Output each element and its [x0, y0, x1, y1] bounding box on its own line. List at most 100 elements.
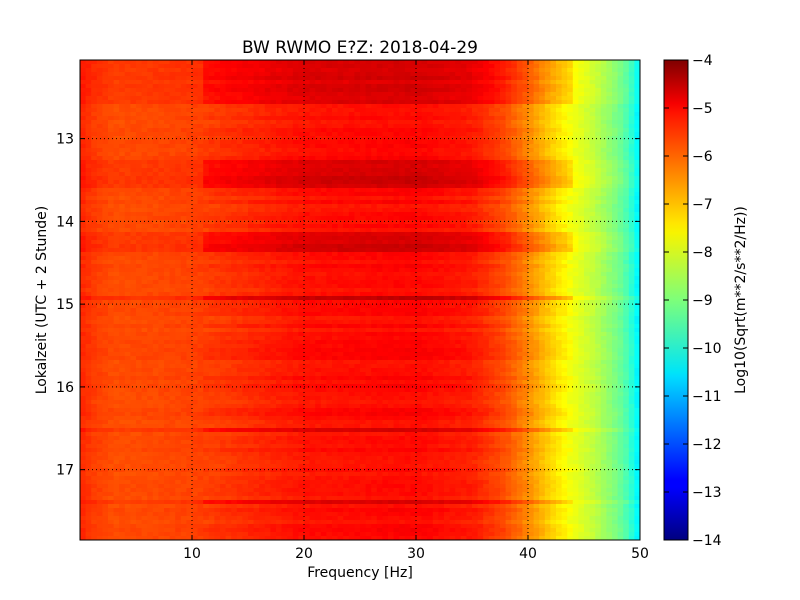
heatmap-cell — [449, 176, 456, 181]
heatmap-cell — [80, 176, 87, 181]
heatmap-cell — [432, 128, 439, 133]
heatmap-cell — [96, 228, 103, 233]
heatmap-cell — [416, 196, 423, 201]
heatmap-cell — [421, 160, 428, 165]
heatmap-cell — [432, 132, 439, 137]
heatmap-cell — [276, 104, 283, 109]
heatmap-cell — [628, 112, 635, 117]
heatmap-cell — [393, 180, 400, 185]
heatmap-cell — [220, 184, 227, 189]
heatmap-cell — [348, 72, 355, 77]
heatmap-cell — [539, 124, 546, 129]
heatmap-cell — [152, 88, 159, 93]
heatmap-cell — [108, 120, 115, 125]
heatmap-cell — [600, 88, 607, 93]
heatmap-cell — [427, 204, 434, 209]
heatmap-cell — [220, 132, 227, 137]
heatmap-cell — [175, 168, 182, 173]
heatmap-cell — [264, 80, 271, 85]
heatmap-cell — [253, 240, 260, 245]
heatmap-cell — [584, 232, 591, 237]
heatmap-cell — [337, 236, 344, 241]
heatmap-cell — [617, 124, 624, 129]
heatmap-cell — [600, 64, 607, 69]
heatmap-cell — [102, 136, 109, 141]
heatmap-cell — [371, 252, 378, 257]
heatmap-cell — [147, 232, 154, 237]
heatmap-cell — [298, 140, 305, 145]
heatmap-cell — [511, 224, 518, 229]
heatmap-cell — [449, 240, 456, 245]
heatmap-cell — [337, 100, 344, 105]
heatmap-cell — [220, 256, 227, 261]
heatmap-cell — [130, 144, 137, 149]
heatmap-cell — [253, 132, 260, 137]
heatmap-cell — [572, 188, 579, 193]
heatmap-cell — [589, 252, 596, 257]
heatmap-cell — [91, 220, 98, 225]
heatmap-cell — [214, 212, 221, 217]
heatmap-cell — [421, 128, 428, 133]
heatmap-cell — [623, 248, 630, 253]
heatmap-cell — [175, 160, 182, 165]
heatmap-cell — [376, 196, 383, 201]
heatmap-cell — [248, 108, 255, 113]
heatmap-cell — [572, 64, 579, 69]
heatmap-cell — [264, 224, 271, 229]
heatmap-cell — [404, 84, 411, 89]
heatmap-cell — [477, 160, 484, 165]
heatmap-cell — [130, 164, 137, 169]
heatmap-cell — [180, 80, 187, 85]
heatmap-cell — [276, 80, 283, 85]
heatmap-cell — [438, 68, 445, 73]
heatmap-cell — [85, 92, 92, 97]
heatmap-cell — [124, 136, 131, 141]
heatmap-cell — [113, 120, 120, 125]
heatmap-cell — [102, 176, 109, 181]
heatmap-cell — [404, 100, 411, 105]
heatmap-cell — [399, 76, 406, 81]
heatmap-cell — [248, 180, 255, 185]
heatmap-cell — [203, 140, 210, 145]
heatmap-cell — [147, 96, 154, 101]
heatmap-cell — [500, 244, 507, 249]
heatmap-cell — [488, 164, 495, 169]
heatmap-cell — [164, 64, 171, 69]
heatmap-cell — [477, 252, 484, 257]
heatmap-cell — [388, 180, 395, 185]
heatmap-cell — [264, 104, 271, 109]
heatmap-cell — [371, 240, 378, 245]
heatmap-cell — [264, 120, 271, 125]
heatmap-cell — [472, 172, 479, 177]
heatmap-cell — [124, 180, 131, 185]
heatmap-cell — [276, 124, 283, 129]
heatmap-cell — [287, 252, 294, 257]
heatmap-cell — [298, 104, 305, 109]
heatmap-cell — [572, 128, 579, 133]
heatmap-cell — [528, 136, 535, 141]
heatmap-cell — [158, 132, 165, 137]
heatmap-cell — [567, 112, 574, 117]
heatmap-cell — [421, 92, 428, 97]
heatmap-cell — [628, 216, 635, 221]
heatmap-cell — [354, 104, 361, 109]
heatmap-cell — [533, 72, 540, 77]
heatmap-cell — [539, 72, 546, 77]
heatmap-cell — [85, 236, 92, 241]
heatmap-cell — [466, 84, 473, 89]
heatmap-cell — [584, 240, 591, 245]
heatmap-cell — [108, 208, 115, 213]
heatmap-cell — [220, 208, 227, 213]
heatmap-cell — [130, 216, 137, 221]
heatmap-cell — [102, 132, 109, 137]
heatmap-cell — [460, 180, 467, 185]
heatmap-cell — [214, 112, 221, 117]
heatmap-cell — [539, 180, 546, 185]
heatmap-cell — [158, 160, 165, 165]
heatmap-cell — [136, 252, 143, 257]
heatmap-cell — [595, 72, 602, 77]
heatmap-cell — [483, 68, 490, 73]
heatmap-cell — [264, 88, 271, 93]
heatmap-cell — [500, 224, 507, 229]
heatmap-cell — [259, 140, 266, 145]
